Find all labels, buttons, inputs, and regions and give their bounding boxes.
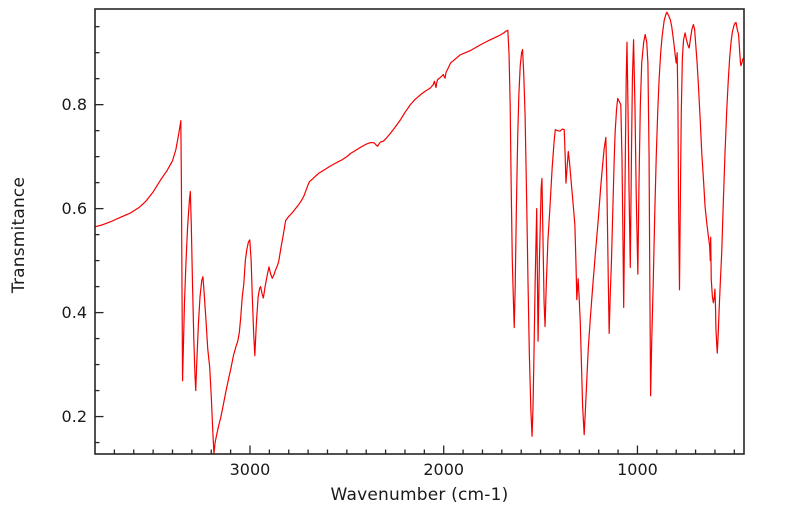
- spectrum-line: [94, 11, 745, 455]
- x-tick-label: 1000: [617, 460, 658, 479]
- plot-border: [94, 8, 745, 455]
- x-axis-title: Wavenumber (cm-1): [330, 485, 509, 505]
- y-tick-label: 0.8: [61, 94, 87, 114]
- y-tick-label: 0.4: [61, 302, 87, 322]
- y-tick-label: 0.2: [61, 406, 87, 426]
- y-tick-label: 0.6: [61, 198, 87, 218]
- x-tick-label: 2000: [423, 460, 465, 479]
- x-tick-label: 3000: [229, 460, 271, 479]
- y-axis-title: Transmitance: [9, 176, 29, 294]
